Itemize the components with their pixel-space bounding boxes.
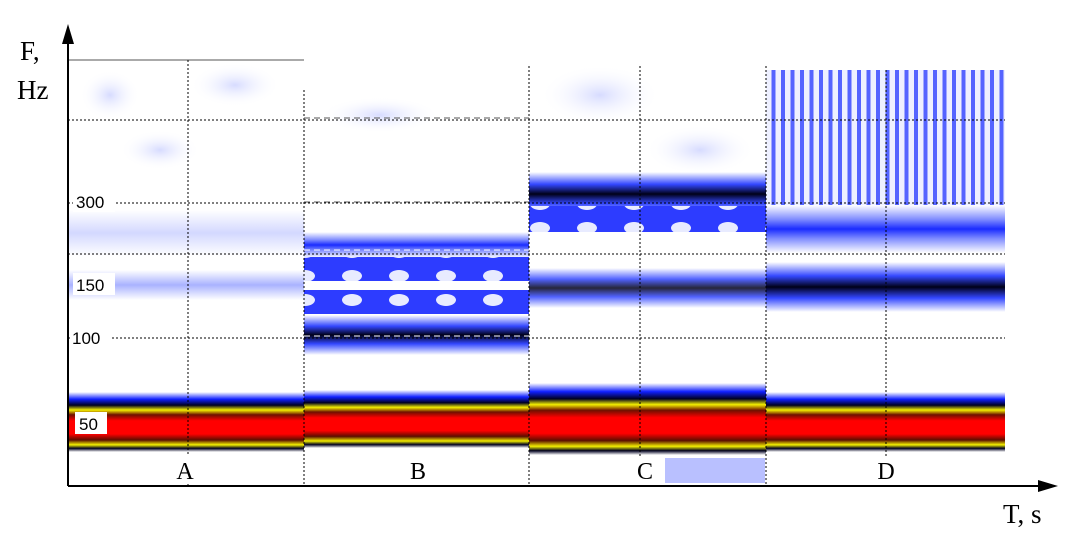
panel-b-noise-blob xyxy=(320,97,440,133)
panel-a-noise-blob xyxy=(120,130,200,170)
panel-label-bg xyxy=(868,456,904,484)
panel-labels: A B C D xyxy=(167,456,904,485)
x-axis-arrowhead xyxy=(1038,480,1058,492)
grid xyxy=(68,59,1005,485)
tick-label-bg xyxy=(75,412,107,434)
panel-c-bottom-patch xyxy=(665,458,765,483)
panel-b-band-50 xyxy=(304,390,529,448)
y-axis-title-line2: Hz xyxy=(17,75,48,105)
panel-b-band-modulated-lower xyxy=(304,290,529,314)
panel-c-band-270 xyxy=(529,206,766,232)
panel-a-noise-blob xyxy=(80,70,140,120)
x-axis-title: T, s xyxy=(1003,499,1042,529)
panel-c-band-150 xyxy=(529,268,766,308)
panel-b-band-100 xyxy=(304,315,529,355)
y-tick-label-300: 300 xyxy=(76,193,104,212)
tick-label-bg xyxy=(73,190,115,212)
panel-b-dashed-guides xyxy=(304,249,529,337)
panel-label-c: C xyxy=(637,459,653,485)
panel-a-noise-blob xyxy=(190,63,280,107)
panel-a-band-300 xyxy=(68,210,304,256)
panel-d-band-270 xyxy=(766,205,1005,253)
tick-label-bg xyxy=(70,326,112,348)
panel-label-bg xyxy=(627,456,663,484)
y-axis-title-line1: F, xyxy=(20,36,40,66)
panel-label-bg xyxy=(167,456,203,484)
tick-label-bg xyxy=(73,273,115,295)
y-tick-label-50: 50 xyxy=(79,415,98,434)
panel-c-band-50 xyxy=(529,383,766,455)
panel-a-band-50 xyxy=(68,392,304,452)
panel-b-band-modulated-upper xyxy=(304,257,529,281)
y-tick-label-100: 100 xyxy=(72,329,100,348)
axis-titles: F, Hz T, s xyxy=(17,36,1042,529)
y-axis-arrowhead xyxy=(62,24,74,44)
axes xyxy=(62,24,1058,492)
panel-c-noise-blob xyxy=(645,125,755,175)
y-tick-labels: 300 150 100 50 xyxy=(70,190,115,434)
panel-c xyxy=(529,65,766,485)
panel-label-b: B xyxy=(410,459,426,485)
y-tick-label-150: 150 xyxy=(76,276,104,295)
panel-b xyxy=(304,90,529,485)
panel-label-bg xyxy=(400,456,436,484)
panel-c-noise-blob xyxy=(540,65,660,125)
panel-label-a: A xyxy=(176,459,194,485)
panel-label-d: D xyxy=(877,459,894,485)
